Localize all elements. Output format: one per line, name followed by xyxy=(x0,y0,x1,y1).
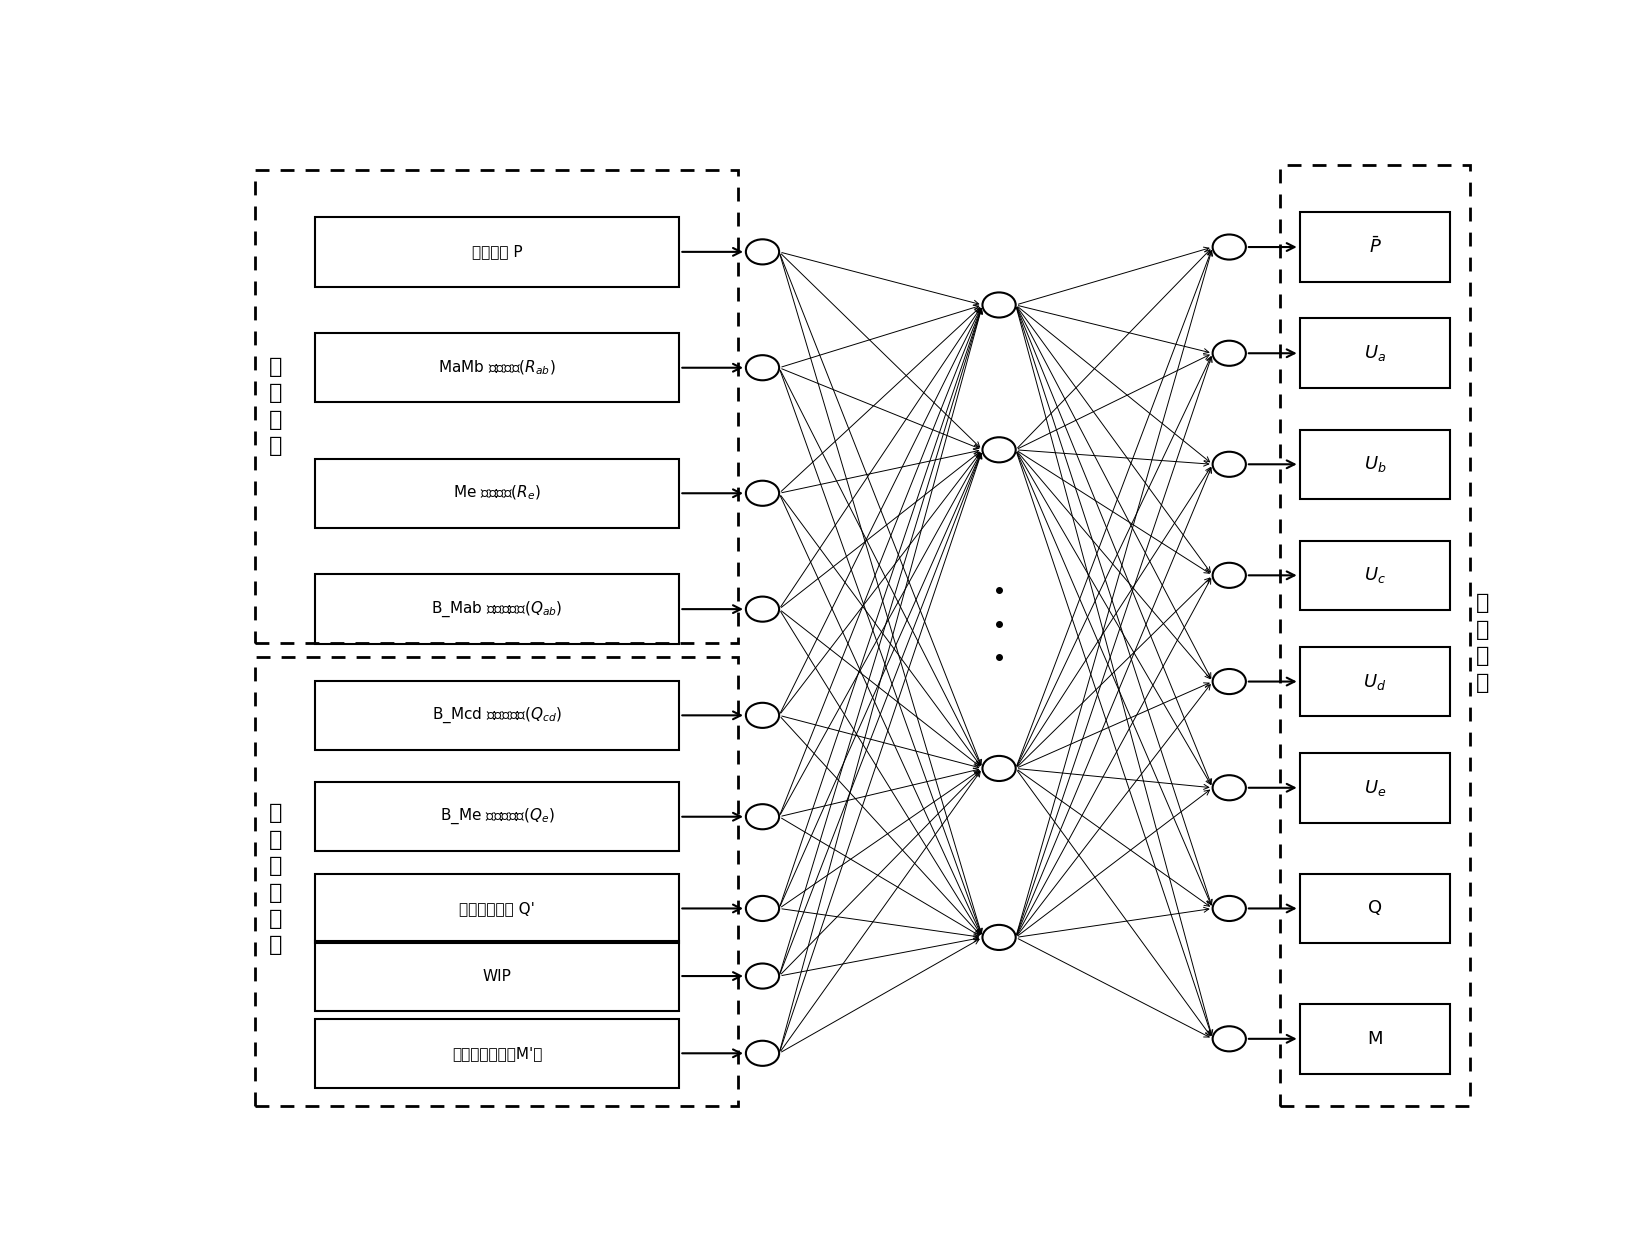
Bar xyxy=(254,169,738,643)
Text: WIP: WIP xyxy=(483,968,512,983)
Circle shape xyxy=(1213,895,1246,920)
Bar xyxy=(315,574,680,643)
Circle shape xyxy=(746,702,779,727)
Text: MaMb 设备规则($R_{ab}$): MaMb 设备规则($R_{ab}$) xyxy=(439,359,556,377)
Circle shape xyxy=(982,756,1016,781)
Bar xyxy=(1300,212,1450,282)
Circle shape xyxy=(1213,451,1246,477)
Text: 控
制
策
略: 控 制 策 略 xyxy=(269,356,282,456)
Circle shape xyxy=(1213,1026,1246,1051)
Bar xyxy=(1280,166,1470,1106)
Circle shape xyxy=(982,925,1016,951)
Circle shape xyxy=(746,895,779,920)
Text: $U_e$: $U_e$ xyxy=(1365,777,1386,798)
Circle shape xyxy=(1213,775,1246,800)
Circle shape xyxy=(746,1041,779,1066)
Bar xyxy=(1300,874,1450,943)
Circle shape xyxy=(746,240,779,265)
Text: 缓冲区总队长 Q': 缓冲区总队长 Q' xyxy=(459,900,535,915)
Bar xyxy=(315,1018,680,1088)
Text: $U_d$: $U_d$ xyxy=(1363,672,1386,691)
Text: $U_b$: $U_b$ xyxy=(1365,454,1386,474)
Circle shape xyxy=(746,597,779,622)
Bar xyxy=(1300,1004,1450,1073)
Text: Q: Q xyxy=(1368,899,1383,918)
Circle shape xyxy=(1213,563,1246,588)
Bar xyxy=(315,782,680,851)
Text: Me 设备规则($R_e$): Me 设备规则($R_e$) xyxy=(454,484,541,503)
Circle shape xyxy=(1213,341,1246,366)
Bar xyxy=(254,657,738,1106)
Bar xyxy=(1300,319,1450,387)
Circle shape xyxy=(746,355,779,380)
Text: 性
能
指
标: 性 能 指 标 xyxy=(1475,593,1490,692)
Circle shape xyxy=(746,963,779,988)
Circle shape xyxy=(1213,668,1246,695)
Bar xyxy=(1300,647,1450,716)
Bar xyxy=(315,459,680,528)
Circle shape xyxy=(746,804,779,829)
Bar xyxy=(315,217,680,287)
Text: $U_a$: $U_a$ xyxy=(1365,344,1386,364)
Bar xyxy=(315,942,680,1011)
Text: M: M xyxy=(1368,1030,1383,1048)
Text: B_Mab 缓冲区队长($Q_{ab}$): B_Mab 缓冲区队长($Q_{ab}$) xyxy=(431,599,563,618)
Circle shape xyxy=(1213,234,1246,260)
Text: B_Mcd 缓冲区队长($Q_{cd}$): B_Mcd 缓冲区队长($Q_{cd}$) xyxy=(432,706,563,725)
Circle shape xyxy=(982,438,1016,463)
Bar xyxy=(315,681,680,750)
Bar xyxy=(1300,430,1450,499)
Text: $U_c$: $U_c$ xyxy=(1365,566,1386,586)
Bar xyxy=(315,874,680,943)
Text: 已产生移动量（M'）: 已产生移动量（M'） xyxy=(452,1046,543,1061)
Text: 系
统
实
时
状
态: 系 统 实 时 状 态 xyxy=(269,804,282,956)
Circle shape xyxy=(982,292,1016,317)
Circle shape xyxy=(746,480,779,505)
Bar xyxy=(315,334,680,403)
Bar xyxy=(1300,752,1450,823)
Text: 投料方式 P: 投料方式 P xyxy=(472,245,523,260)
Text: B_Me 缓冲区队长($Q_e$): B_Me 缓冲区队长($Q_e$) xyxy=(439,808,554,826)
Text: $\bar{P}$: $\bar{P}$ xyxy=(1368,237,1381,257)
Bar xyxy=(1300,540,1450,611)
